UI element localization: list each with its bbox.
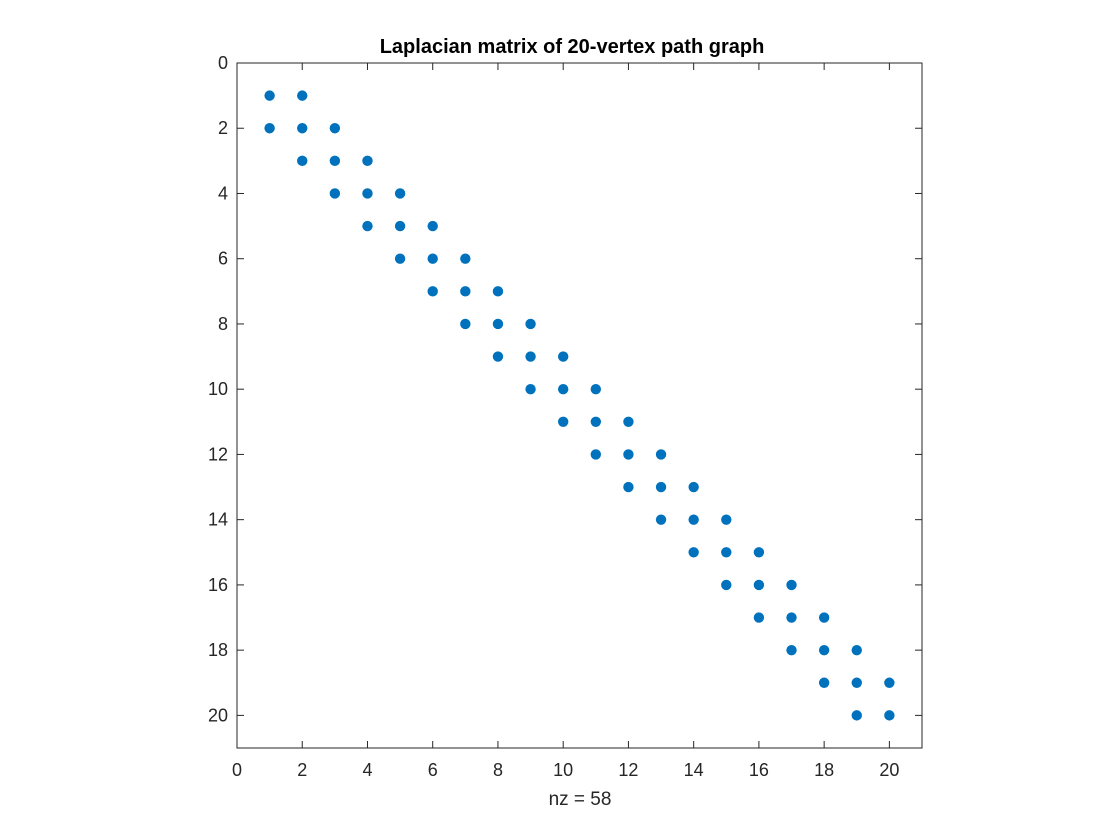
nonzero-marker: [394, 253, 406, 264]
nonzero-marker: [427, 220, 438, 232]
nonzero-marker: [884, 677, 895, 688]
y-tick-label: 18: [208, 640, 228, 660]
nonzero-marker: [655, 514, 667, 525]
x-tick-label: 2: [297, 760, 307, 780]
y-tick-label: 8: [218, 314, 228, 334]
nonzero-marker: [721, 579, 732, 591]
y-tick-label: 12: [208, 444, 228, 464]
nonzero-marker: [525, 383, 536, 395]
nonzero-marker: [492, 286, 504, 297]
nonzero-markers: [264, 90, 895, 721]
nonzero-marker: [590, 383, 602, 395]
nonzero-marker: [297, 123, 308, 134]
plot-area: 0 2 4 6 8 10 12 14 16 18 20 0 2 4 6 8 10 12 14 16 18 20: [208, 53, 923, 780]
x-tick-label: 10: [553, 760, 573, 780]
nonzero-marker: [362, 188, 373, 199]
nonzero-marker: [753, 579, 765, 591]
nonzero-marker: [884, 710, 895, 721]
x-tick-label: 20: [879, 760, 899, 780]
x-axis: 0 2 4 6 8 10 12 14 16 18 20: [232, 63, 899, 780]
y-tick-label: 14: [208, 510, 228, 530]
nonzero-marker: [557, 351, 569, 362]
nonzero-marker: [818, 612, 830, 623]
nonzero-marker: [297, 90, 308, 101]
nonzero-marker: [623, 416, 634, 428]
nonzero-marker: [688, 514, 699, 525]
nonzero-marker: [688, 547, 699, 558]
nonzero-marker: [329, 188, 341, 199]
y-tick-label: 4: [218, 183, 228, 203]
y-tick-label: 16: [208, 575, 228, 595]
x-tick-label: 6: [428, 760, 438, 780]
nonzero-marker: [427, 253, 438, 264]
x-tick-label: 0: [232, 760, 242, 780]
nonzero-marker: [557, 416, 569, 428]
chart-title: Laplacian matrix of 20-vertex path graph: [380, 36, 765, 58]
nonzero-marker: [688, 481, 699, 493]
y-tick-label: 0: [218, 53, 228, 73]
nonzero-marker: [492, 351, 504, 362]
nonzero-marker: [721, 547, 732, 558]
nonzero-marker: [818, 644, 830, 656]
y-tick-label: 2: [218, 118, 228, 138]
nonzero-marker: [655, 449, 667, 460]
nonzero-marker: [525, 351, 536, 362]
nonzero-marker: [460, 253, 471, 264]
nonzero-marker: [590, 416, 602, 428]
nonzero-marker: [590, 449, 602, 460]
nonzero-marker: [362, 155, 373, 167]
nonzero-marker: [623, 449, 634, 460]
axes-box: [236, 62, 923, 749]
nonzero-marker: [329, 155, 341, 167]
nonzero-marker: [786, 612, 797, 623]
nonzero-marker: [851, 644, 862, 656]
x-tick-label: 8: [493, 760, 503, 780]
x-tick-label: 16: [749, 760, 769, 780]
y-tick-label: 6: [218, 249, 228, 269]
nonzero-marker: [362, 220, 373, 232]
nonzero-marker: [492, 318, 504, 330]
nonzero-marker: [460, 286, 471, 297]
nonzero-marker: [851, 710, 862, 721]
nonzero-marker: [460, 318, 471, 330]
nonzero-marker: [394, 188, 406, 199]
x-tick-label: 4: [362, 760, 372, 780]
y-tick-label: 10: [208, 379, 228, 399]
x-tick-label: 12: [618, 760, 638, 780]
x-axis-label: nz = 58: [549, 789, 612, 810]
nonzero-marker: [427, 286, 438, 297]
y-axis: 0 2 4 6 8 10 12 14 16 18 20: [208, 53, 922, 725]
nonzero-marker: [655, 481, 667, 493]
nonzero-marker: [721, 514, 732, 525]
nonzero-marker: [753, 612, 765, 623]
nonzero-marker: [297, 155, 308, 167]
nonzero-marker: [525, 318, 536, 330]
nonzero-marker: [851, 677, 862, 688]
nonzero-marker: [753, 547, 765, 558]
nonzero-marker: [264, 90, 275, 101]
nonzero-marker: [557, 383, 569, 395]
y-tick-label: 20: [208, 705, 228, 725]
nonzero-marker: [786, 644, 797, 656]
nonzero-marker: [394, 220, 406, 232]
x-tick-label: 18: [814, 760, 834, 780]
nonzero-marker: [786, 579, 797, 591]
nonzero-marker: [329, 123, 341, 134]
nonzero-marker: [818, 677, 830, 688]
nonzero-marker: [264, 123, 275, 134]
nonzero-marker: [623, 481, 634, 493]
x-tick-label: 14: [684, 760, 704, 780]
